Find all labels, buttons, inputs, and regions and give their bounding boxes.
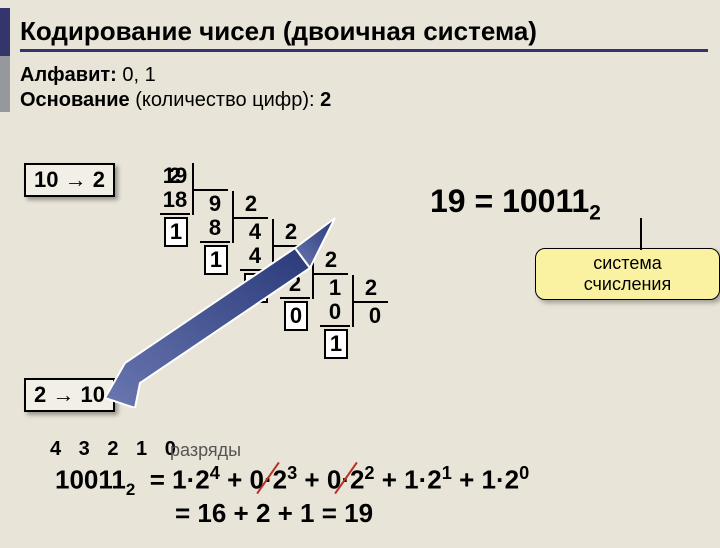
- base-line: Основание (количество цифр): 2: [20, 89, 708, 112]
- expansion-line-2: = 16 + 2 + 1 = 19: [175, 498, 373, 529]
- alphabet-label: Алфавит:: [20, 64, 117, 86]
- page-title: Кодирование чисел (двоичная система): [20, 16, 708, 52]
- base-value: 2: [320, 89, 331, 111]
- expansion-line-1: 100112 = 1·24 + 0·23 + 0·22 + 1·21 + 1·2…: [55, 463, 715, 500]
- div-q-final: 0: [360, 303, 390, 329]
- alphabet-value: 0, 1: [122, 64, 155, 86]
- callout-connector: [640, 218, 642, 250]
- div-d-0: 2: [160, 163, 190, 189]
- div-d-4: 2: [356, 275, 386, 301]
- callout-box: система счисления: [535, 248, 720, 300]
- result-subscript: 2: [589, 201, 601, 224]
- alphabet-line: Алфавит: 0, 1: [20, 64, 708, 87]
- intro-block: Алфавит: 0, 1 Основание (количество цифр…: [0, 56, 720, 112]
- base-label: Основание: [20, 89, 130, 111]
- title-block: Кодирование чисел (двоичная система): [0, 8, 720, 56]
- collect-arrow-icon: [100, 208, 340, 408]
- base-paren: (количество цифр):: [135, 89, 314, 111]
- callout-text: система счисления: [584, 253, 672, 294]
- digit-indices-label: разряды: [170, 440, 241, 461]
- conv-10-to-2-box: 10 → 2: [24, 163, 115, 197]
- digit-indices: 4 3 2 1 0: [50, 438, 182, 461]
- result-equation: 19 = 100112: [430, 183, 601, 225]
- result-lhs: 19 = 10011: [430, 183, 589, 219]
